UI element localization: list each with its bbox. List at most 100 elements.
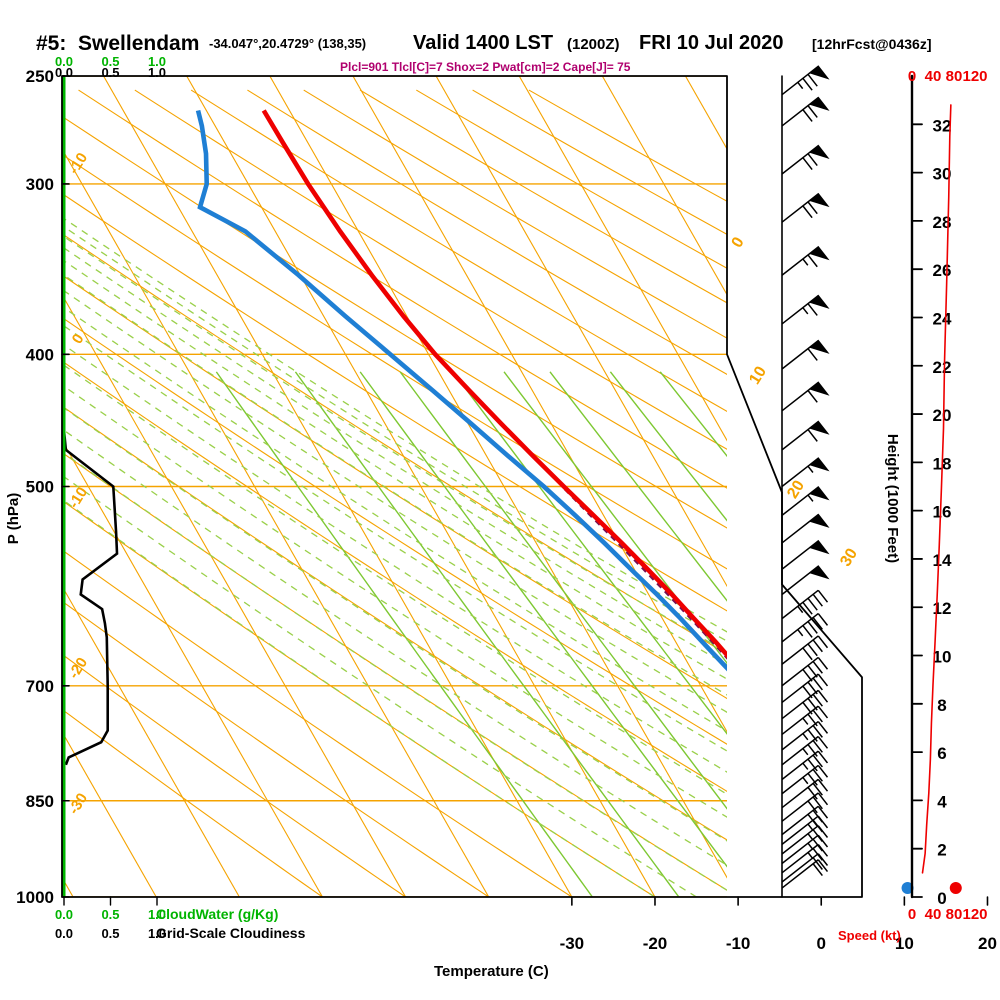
wind-barb-860 — [781, 778, 829, 809]
height-tick-label-32: 32 — [933, 116, 952, 135]
mixing-ratio-12 — [549, 371, 727, 602]
speed-tick-top-0: 0 — [908, 68, 916, 85]
isotherm--40 — [62, 147, 490, 897]
moist-adiabat-45 — [62, 245, 727, 666]
height-tick-label-8: 8 — [937, 696, 946, 715]
moist-adiabat-20 — [62, 323, 727, 752]
mixing-ratio-label-2: 2 — [724, 890, 742, 903]
cloudiness-tick-top-label-2: 1.0 — [148, 65, 166, 80]
sounding-parameters: Plcl=901 Tlcl[C]=7 Shox=2 Pwat[cm]=2 Cap… — [340, 60, 631, 74]
wind-barb-550 — [781, 513, 830, 544]
pressure-tick-label-400: 400 — [26, 345, 54, 364]
isotherm--20 — [186, 76, 656, 897]
wind-barb-410 — [781, 339, 830, 370]
pressure-tick-label-1000: 1000 — [16, 888, 54, 907]
mixing-ratio-0.4 — [215, 371, 593, 897]
cloudwater-tick-label-0: 0.0 — [55, 54, 73, 69]
dry-adiabat--60 — [62, 708, 323, 897]
height-tick-label-6: 6 — [937, 744, 946, 763]
skewt-background: 23581220-100-10-20-30 — [62, 76, 1000, 903]
dry-adiabat-110 — [247, 89, 727, 375]
cloudwater-bottom-tick-label-0: 0.0 — [55, 907, 73, 922]
isotherm--70 — [62, 584, 240, 897]
wind-barb-625 — [781, 589, 829, 620]
wind-barb-320 — [781, 192, 830, 223]
moist-adiabat-40 — [62, 258, 727, 680]
moist-adiabat-10 — [62, 363, 727, 795]
cloudwater-tick-label-1: 0.5 — [101, 54, 119, 69]
dry-adiabat-label-left-3: -20 — [65, 655, 91, 682]
height-tick-label-20: 20 — [933, 406, 952, 425]
temperature-tick-label--10: -10 — [726, 934, 751, 953]
cloudiness-tick-label-1: 0.5 — [101, 926, 119, 941]
height-tick-label-14: 14 — [933, 551, 952, 570]
wind-barb-780 — [781, 720, 829, 751]
wind-barb-880 — [781, 792, 829, 822]
mixing-ratio-label-8: 8 — [882, 890, 900, 903]
cloudwater-bottom-tick-label-2: 1.0 — [148, 907, 166, 922]
dry-adiabat-label-left-0: -10 — [65, 150, 91, 177]
wind-barb-380 — [781, 294, 830, 325]
forecast-tag: [12hrFcst@0436z] — [812, 36, 932, 52]
moist-adiabat-25 — [62, 305, 727, 732]
pressure-axis-title: P (hPa) — [5, 492, 23, 545]
dry-adiabat-label-right-3: 30 — [837, 545, 861, 569]
speed-tick-bottom-0: 0 — [908, 906, 916, 923]
mixing-ratio-20 — [609, 371, 727, 522]
wind-barb-525 — [781, 486, 830, 516]
wind-barb-675 — [781, 635, 829, 665]
height-tick-label-28: 28 — [933, 213, 952, 232]
dry-adiabat-100 — [190, 89, 727, 412]
height-tick-label-2: 2 — [937, 841, 946, 860]
dry-adiabat-10 — [62, 360, 727, 792]
speed-tick-bottom-120: 120 — [962, 906, 987, 923]
grid-scale-cloudiness-profile — [62, 430, 119, 766]
dry-adiabat-label-right-0: 0 — [729, 234, 748, 251]
wind-barb-600 — [781, 565, 830, 596]
wind-barb-258 — [781, 65, 830, 96]
moist-adiabat--15 — [62, 474, 697, 897]
dry-adiabat-label-left-2: -10 — [65, 484, 91, 511]
isotherm-40 — [684, 76, 727, 150]
speed-tick-top-120: 120 — [962, 68, 987, 85]
dewpoint-surface-marker — [901, 882, 914, 895]
dry-adiabat-label-right-2: 20 — [784, 477, 808, 501]
speed-tick-top-40: 40 — [925, 68, 942, 85]
wind-barb-500 — [781, 457, 830, 488]
mixing-ratio-3 — [399, 371, 727, 810]
temperature-tick-label-0: 0 — [817, 934, 826, 953]
wind-barb-985 — [781, 859, 829, 889]
dry-adiabat--30 — [62, 549, 573, 897]
wind-barb-960 — [781, 843, 829, 874]
mixing-ratio-5 — [452, 371, 727, 735]
temperature-tick-label--30: -30 — [560, 934, 585, 953]
isotherm-20 — [518, 76, 727, 442]
isotherm-60 — [852, 76, 1000, 897]
temperature-tick-label-20: 20 — [978, 934, 997, 953]
wind-barb-820 — [781, 750, 829, 781]
isotherm--50 — [62, 293, 407, 897]
wind-barb-720 — [781, 673, 829, 704]
wind-barb-930 — [781, 825, 829, 855]
cloudwater-bottom-tick-label-1: 0.5 — [101, 907, 119, 922]
station-name: Swellendam — [78, 32, 200, 55]
height-tick-label-12: 12 — [933, 599, 952, 618]
valid-date: FRI 10 Jul 2020 — [639, 32, 784, 54]
pressure-tick-label-300: 300 — [26, 175, 54, 194]
mixing-ratio-2 — [359, 371, 727, 868]
wind-barb-700 — [781, 656, 829, 687]
dry-adiabat-label-left-4: -30 — [65, 790, 91, 817]
wind-barb-840 — [781, 764, 829, 795]
dry-adiabat-90 — [134, 89, 727, 450]
dry-adiabat-50 — [62, 192, 727, 612]
dry-adiabat--50 — [62, 653, 406, 897]
dry-adiabat-120 — [303, 89, 727, 339]
height-tick-label-0: 0 — [937, 889, 946, 908]
cloudiness-tick-top-label-1: 0.5 — [101, 65, 119, 80]
wind-barb-760 — [781, 705, 829, 736]
isotherm--80 — [62, 730, 157, 897]
temperature-tick-label--20: -20 — [643, 934, 668, 953]
temperature-profile — [261, 109, 727, 659]
moist-adiabat--20 — [62, 498, 656, 897]
